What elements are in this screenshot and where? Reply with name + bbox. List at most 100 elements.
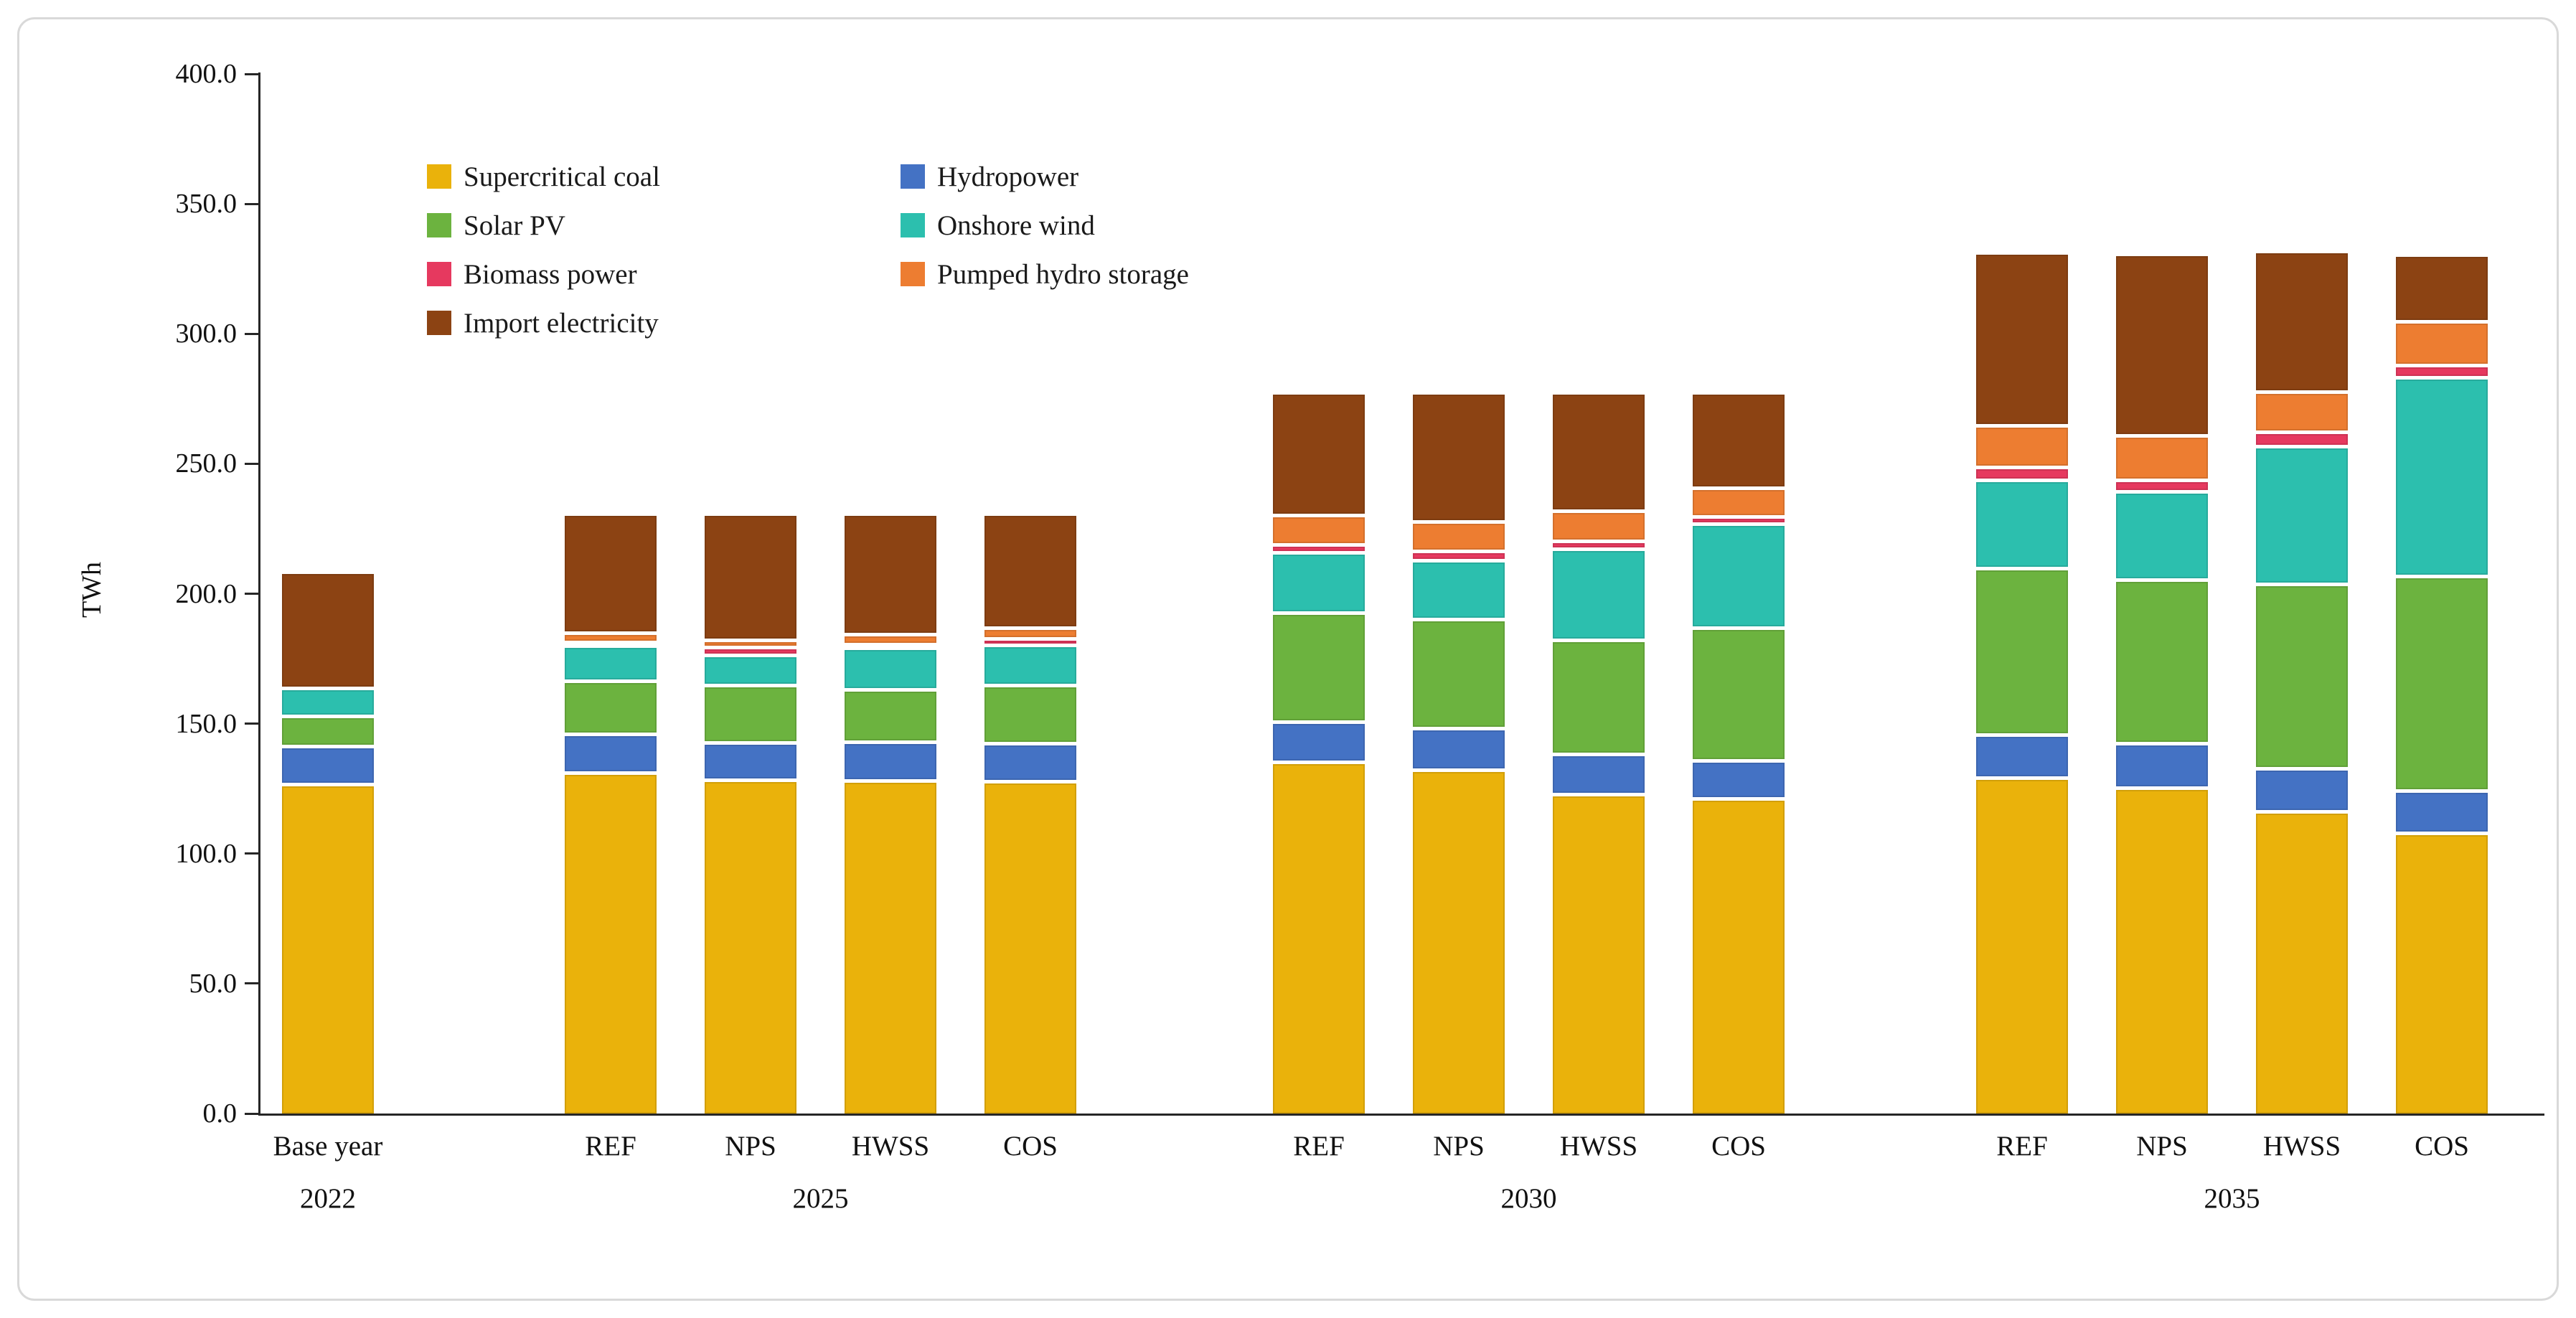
bar-segment-pumped-hydro-storage — [845, 636, 936, 647]
legend-swatch-icon — [427, 311, 451, 335]
y-tick-mark — [245, 202, 259, 205]
bar-segment-supercritical-coal — [1693, 800, 1785, 1114]
legend-label: Import electricity — [464, 307, 659, 339]
legend-item-import-electricity: Import electricity — [427, 298, 901, 347]
year-label: 2035 — [2204, 1183, 2260, 1214]
scenario-label: COS — [1003, 1131, 1058, 1162]
bar-segment-onshore-wind — [845, 650, 936, 692]
bar-segment-onshore-wind — [1273, 555, 1365, 615]
scenario-label: HWSS — [851, 1131, 930, 1162]
legend-label: Hydropower — [937, 161, 1079, 192]
bar-segment-import-electricity — [565, 515, 657, 636]
legend-column: Supercritical coal Solar PV Biomass power I… — [427, 152, 901, 347]
bar-segment-hydropower — [1976, 736, 2068, 780]
y-tick-mark — [245, 852, 259, 855]
bar-segment-biomass-power — [1976, 469, 2068, 482]
bar-segment-onshore-wind — [705, 657, 796, 687]
bar-segment-solar-pv — [2396, 578, 2488, 793]
legend-item-solar-pv: Solar PV — [427, 201, 901, 250]
bar-segment-hydropower — [705, 744, 796, 783]
bar-segment-biomass-power — [2116, 481, 2208, 494]
bar-segment-supercritical-coal — [1273, 763, 1365, 1114]
x-axis-line — [258, 1114, 2544, 1116]
y-tick-label: 350.0 — [175, 189, 238, 220]
bar-segment-onshore-wind — [282, 689, 374, 719]
bar-segment-onshore-wind — [1693, 526, 1785, 631]
bar-segment-onshore-wind — [2396, 379, 2488, 578]
legend-label: Biomass power — [464, 258, 637, 290]
bar-segment-import-electricity — [282, 574, 374, 690]
year-label: 2022 — [300, 1183, 356, 1214]
bar-segment-supercritical-coal — [282, 786, 374, 1114]
y-tick-mark — [245, 722, 259, 725]
bar-segment-import-electricity — [984, 515, 1076, 631]
bar-segment-supercritical-coal — [2396, 835, 2488, 1114]
bar-segment-biomass-power — [1693, 518, 1785, 527]
legend-item-onshore-wind: Onshore wind — [901, 201, 1189, 250]
bar-segment-solar-pv — [2116, 582, 2208, 746]
bar-segment-pumped-hydro-storage — [1273, 517, 1365, 547]
bar-segment-supercritical-coal — [2256, 813, 2348, 1114]
bar-segment-hydropower — [1273, 723, 1365, 764]
legend-label: Onshore wind — [937, 210, 1095, 241]
bar-2035-cos — [2396, 257, 2488, 1114]
bar-segment-solar-pv — [1413, 621, 1505, 730]
scenario-label: REF — [1996, 1131, 2048, 1162]
bar-segment-biomass-power — [565, 644, 657, 648]
bar-segment-import-electricity — [1553, 395, 1645, 514]
legend-label: Supercritical coal — [464, 161, 660, 192]
legend: Supercritical coal Solar PV Biomass power I… — [427, 152, 1189, 347]
bar-segment-import-electricity — [1413, 395, 1505, 524]
bar-segment-supercritical-coal — [2116, 790, 2208, 1114]
bar-2035-ref — [1976, 254, 2068, 1114]
bar-segment-solar-pv — [984, 687, 1076, 746]
bar-segment-hydropower — [2396, 792, 2488, 836]
scenario-label: NPS — [1433, 1131, 1485, 1162]
legend-swatch-icon — [901, 213, 925, 237]
bar-segment-onshore-wind — [1553, 550, 1645, 642]
bar-segment-supercritical-coal — [1976, 779, 2068, 1114]
bar-segment-biomass-power — [2396, 367, 2488, 380]
legend-swatch-icon — [901, 164, 925, 189]
bar-segment-supercritical-coal — [984, 783, 1076, 1114]
bar-segment-pumped-hydro-storage — [1413, 523, 1505, 554]
bar-segment-biomass-power — [705, 649, 796, 658]
bar-segment-biomass-power — [1413, 553, 1505, 563]
bar-2030-hwss — [1553, 395, 1645, 1114]
bar-segment-pumped-hydro-storage — [1553, 513, 1645, 543]
bar-segment-onshore-wind — [1976, 481, 2068, 570]
bar-segment-pumped-hydro-storage — [705, 641, 796, 650]
bar-2025-cos — [984, 515, 1076, 1114]
scenario-label: HWSS — [2262, 1131, 2341, 1162]
scenario-label: COS — [2415, 1131, 2469, 1162]
bar-segment-supercritical-coal — [1553, 796, 1645, 1114]
bar-segment-biomass-power — [845, 646, 936, 651]
bar-segment-solar-pv — [282, 718, 374, 749]
bar-segment-import-electricity — [2256, 253, 2348, 394]
bar-2030-cos — [1693, 395, 1785, 1114]
bar-segment-solar-pv — [2256, 585, 2348, 771]
bar-segment-supercritical-coal — [705, 782, 796, 1114]
year-label: 2030 — [1500, 1183, 1557, 1214]
legend-item-biomass-power: Biomass power — [427, 250, 901, 298]
bar-2035-hwss — [2256, 253, 2348, 1114]
bar-segment-biomass-power — [2256, 433, 2348, 448]
bar-2035-nps — [2116, 255, 2208, 1114]
bar-segment-import-electricity — [1693, 395, 1785, 490]
legend-label: Pumped hydro storage — [937, 258, 1189, 290]
bar-2025-ref — [565, 515, 657, 1114]
bar-segment-pumped-hydro-storage — [565, 635, 657, 644]
y-tick-label: 50.0 — [189, 968, 238, 999]
legend-item-pumped-hydro-storage: Pumped hydro storage — [901, 250, 1189, 298]
bar-segment-pumped-hydro-storage — [2116, 438, 2208, 482]
bar-segment-onshore-wind — [984, 646, 1076, 687]
bar-2030-ref — [1273, 395, 1365, 1114]
bar-segment-biomass-power — [984, 640, 1076, 647]
y-tick-mark — [245, 72, 259, 75]
bar-segment-import-electricity — [1273, 395, 1365, 517]
y-tick-label: 300.0 — [175, 319, 238, 349]
scenario-label: REF — [1293, 1131, 1345, 1162]
bar-segment-supercritical-coal — [845, 782, 936, 1114]
scenario-label: REF — [585, 1131, 636, 1162]
